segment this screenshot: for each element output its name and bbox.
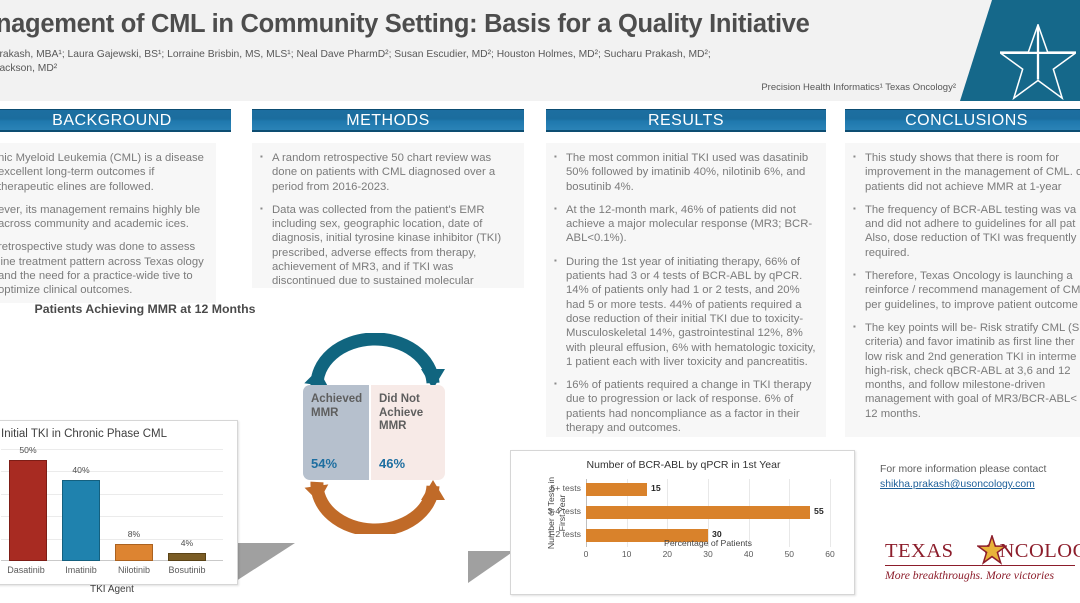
results-bullet: The most common initial TKI used was das… (552, 150, 820, 194)
mmr-achieved-value: 54% (311, 456, 338, 471)
x-tick-label: 0 (583, 549, 589, 559)
chart-card-bcr-abl: Number of BCR-ABL by qPCR in 1st Year Nu… (510, 450, 855, 595)
methods-bullet: Data was collected from the patient's EM… (258, 202, 518, 288)
x-tick-label: 20 (662, 549, 673, 559)
section-header-conclusions: CONCLUSIONS (845, 109, 1080, 132)
results-bullet: At the 12-month mark, 46% of patients di… (552, 202, 820, 246)
texas-oncology-logo: TEXASXXONCOLOGY More breakthroughs. More… (885, 535, 1080, 582)
panel-conclusions: This study shows that there is room for … (845, 143, 1080, 437)
chart-plot-initial-tki: 50% 40% 8% 4% Dasatinib Imatinib Nilotin… (1, 445, 223, 575)
author-line-1: a Prakash, MBA¹; Laura Gajewski, BS¹; Lo… (0, 49, 711, 60)
gridline (1, 539, 223, 540)
contact-prompt: For more information please contact (880, 464, 1047, 475)
panel-methods: A random retrospective 50 chart review w… (252, 143, 524, 288)
bar-value-5plus-tests: 15 (651, 483, 661, 493)
bar-value-1to2-tests: 30 (712, 529, 722, 539)
logo-wordmark: TEXASXXONCOLOGY (885, 535, 1080, 565)
author-line-2: w Jackson, MD² (0, 63, 58, 74)
poster-header: anagement of CML in Community Setting: B… (0, 0, 1080, 101)
x-tick-label: Imatinib (65, 565, 97, 575)
mmr-not-achieved-label: Did Not Achieve MMR (379, 393, 424, 432)
y-tick-label: 5+ tests (550, 483, 581, 493)
gridline (1, 471, 223, 472)
chart-card-initial-tki: Initial TKI in Chronic Phase CML 50% 40%… (0, 420, 238, 595)
background-paragraph: retrospective study was done to assess l… (0, 241, 204, 297)
y-tick-label: 1-2 tests (547, 529, 581, 539)
bar-value-dasatinib: 50% (19, 445, 37, 455)
x-tick-label: Dasatinib (7, 565, 45, 575)
gridline (1, 516, 223, 517)
conclusions-bullet: The key points will be- Risk stratify CM… (851, 320, 1080, 421)
conclusions-bullet: Therefore, Texas Oncology is launching a… (851, 268, 1080, 312)
affiliations: Precision Health Informatics¹ Texas Onco… (761, 82, 956, 93)
mmr-not-achieved-value: 46% (379, 456, 406, 471)
bar-5plus-tests (586, 483, 647, 496)
contact-email-link[interactable]: shikha.prakash@usoncology.com (880, 479, 1035, 490)
chart-title-bcr-abl: Number of BCR-ABL by qPCR in 1st Year (586, 459, 781, 471)
star-icon (1000, 24, 1076, 100)
arrow-top-icon (304, 333, 445, 389)
logo-word-texas: TEXAS (885, 540, 954, 562)
arrow-bottom-icon (304, 480, 445, 534)
axis-line (1, 560, 223, 561)
x-tick-label: 10 (621, 549, 632, 559)
card-shadow-center (468, 551, 514, 583)
methods-bullet: A random retrospective 50 chart review w… (258, 150, 518, 194)
x-axis-label-initial-tki: TKI Agent (90, 584, 134, 595)
bar-1to2-tests (586, 529, 708, 542)
gridline (1, 494, 223, 495)
bar-imatinib (62, 480, 100, 561)
bar-value-3to4-tests: 55 (814, 506, 824, 516)
chart-title-mmr: Patients Achieving MMR at 12 Months (34, 302, 256, 316)
mmr-not-achieved-box: Did Not Achieve MMR 46% (371, 385, 445, 480)
background-paragraph: nic Myeloid Leukemia (CML) is a disease … (0, 152, 204, 193)
x-tick-label: 40 (743, 549, 754, 559)
bar-nilotinib (115, 544, 153, 561)
x-tick-label: 50 (784, 549, 795, 559)
logo-tagline: More breakthroughs. More victories (885, 569, 1054, 582)
chart-plot-bcr-abl: 5+ tests 15 3-4 tests 55 1-2 tests 30 0 … (548, 479, 835, 559)
background-paragraph: ever, its management remains highly ble … (0, 203, 201, 231)
bar-dasatinib (9, 460, 47, 561)
panel-results: The most common initial TKI used was das… (546, 143, 826, 437)
x-tick-label: 60 (825, 549, 835, 559)
x-axis-label-bcr-abl: Percentage of Patients (664, 538, 752, 548)
section-header-results: RESULTS (546, 109, 826, 132)
x-tick-label: Nilotinib (117, 565, 150, 575)
section-header-background: BACKGROUND (0, 109, 231, 132)
logo-word-oncology: ONCOLOGY (984, 540, 1080, 562)
gridline (830, 479, 831, 547)
y-tick-label: 3-4 tests (547, 506, 581, 516)
author-list: a Prakash, MBA¹; Laura Gajewski, BS¹; Lo… (0, 48, 929, 76)
results-bullet: 16% of patients required a change in TKI… (552, 377, 820, 435)
mmr-achieved-box: Achieved MMR 54% (303, 385, 369, 480)
card-shadow-left (233, 543, 295, 583)
contact-block: For more information please contact shik… (880, 462, 1080, 492)
conclusions-bullet: The frequency of BCR-ABL testing was va … (851, 202, 1080, 260)
bar-3to4-tests (586, 506, 810, 519)
section-header-methods: METHODS (252, 109, 524, 132)
logo-divider (885, 565, 1075, 566)
page-title: anagement of CML in Community Setting: B… (0, 10, 810, 38)
bar-value-bosutinib: 4% (180, 538, 194, 548)
bar-bosutinib (168, 553, 206, 561)
x-tick-label: 30 (703, 549, 713, 559)
gridline (1, 449, 223, 450)
star-icon (977, 535, 1007, 565)
panel-background: nic Myeloid Leukemia (CML) is a disease … (0, 143, 216, 303)
bar-value-imatinib: 40% (72, 465, 90, 475)
x-tick-label: Bosutinib (168, 565, 206, 575)
mmr-achieved-label: Achieved MMR (311, 393, 363, 419)
conclusions-bullet: This study shows that there is room for … (851, 150, 1080, 194)
results-bullet: During the 1st year of initiating therap… (552, 254, 820, 369)
bar-value-nilotinib: 8% (127, 529, 141, 539)
chart-title-initial-tki: Initial TKI in Chronic Phase CML (1, 428, 167, 440)
